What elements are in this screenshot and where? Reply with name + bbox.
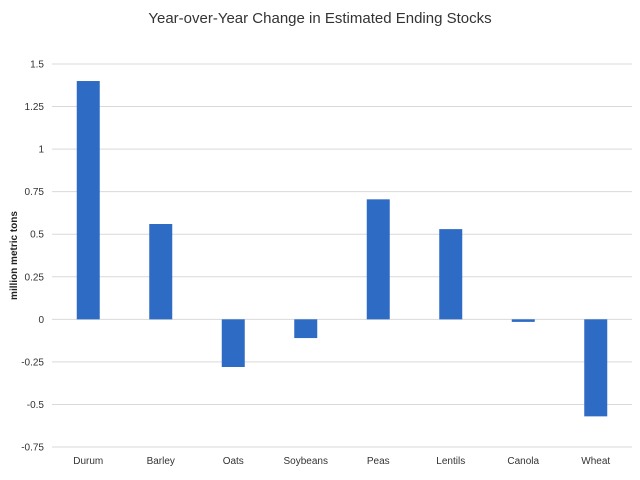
y-tick-label: 1 [38,145,44,156]
y-axis-label: million metric tons [9,211,20,300]
x-tick-label: Durum [73,456,103,467]
y-tick-label: -0.5 [27,400,45,411]
y-tick-label: 0.5 [30,230,44,241]
y-tick-label: 1.5 [30,60,44,71]
x-tick-label: Peas [367,456,390,467]
y-tick-label: 0 [38,315,44,326]
bar-lentils [439,229,463,320]
x-tick-label: Lentils [436,456,465,467]
gridlines [52,63,632,448]
y-tick-label: -0.75 [21,443,44,454]
bar-peas [366,199,390,320]
bars [76,81,608,417]
y-tick-label: 1.25 [25,102,45,113]
bar-oats [221,319,245,367]
bar-soybeans [294,319,318,339]
x-axis-ticks: Durum Barley Oats Soybeans Peas Lentils Canola… [73,456,610,467]
chart-title: Year-over-Year Change in Estimated Endin… [148,10,492,27]
x-tick-label: Soybeans [284,456,328,467]
y-tick-label: -0.25 [21,357,44,368]
bar-durum [76,81,100,320]
x-tick-label: Barley [147,456,175,467]
x-tick-label: Canola [507,456,539,467]
x-tick-label: Oats [223,456,244,467]
y-axis-ticks: -0.75 -0.5 -0.25 0 0.25 0.5 0.75 1 1.25 1.5 [21,60,44,454]
x-tick-label: Wheat [581,456,610,467]
bar-barley [149,224,173,320]
bar-wheat [584,319,608,417]
bar-canola [511,319,535,322]
y-tick-label: 0.75 [25,187,45,198]
y-tick-label: 0.25 [25,272,45,283]
